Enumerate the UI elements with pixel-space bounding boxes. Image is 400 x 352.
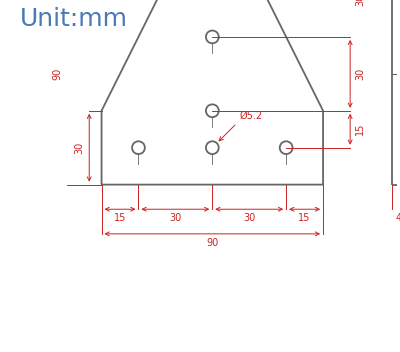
Text: 30: 30 bbox=[169, 213, 182, 223]
Text: 4: 4 bbox=[395, 213, 400, 223]
Text: 15: 15 bbox=[114, 213, 126, 223]
Bar bbox=[392, 0, 400, 184]
Text: 30: 30 bbox=[355, 68, 365, 80]
Text: 30: 30 bbox=[355, 0, 365, 6]
Text: 90: 90 bbox=[52, 68, 62, 80]
Text: 15: 15 bbox=[355, 123, 365, 136]
Text: Ø5.2: Ø5.2 bbox=[239, 111, 262, 121]
Text: Unit:mm: Unit:mm bbox=[20, 7, 128, 31]
Text: 90: 90 bbox=[206, 238, 218, 247]
Text: 15: 15 bbox=[298, 213, 311, 223]
Text: 30: 30 bbox=[243, 213, 255, 223]
Text: 30: 30 bbox=[74, 142, 84, 154]
